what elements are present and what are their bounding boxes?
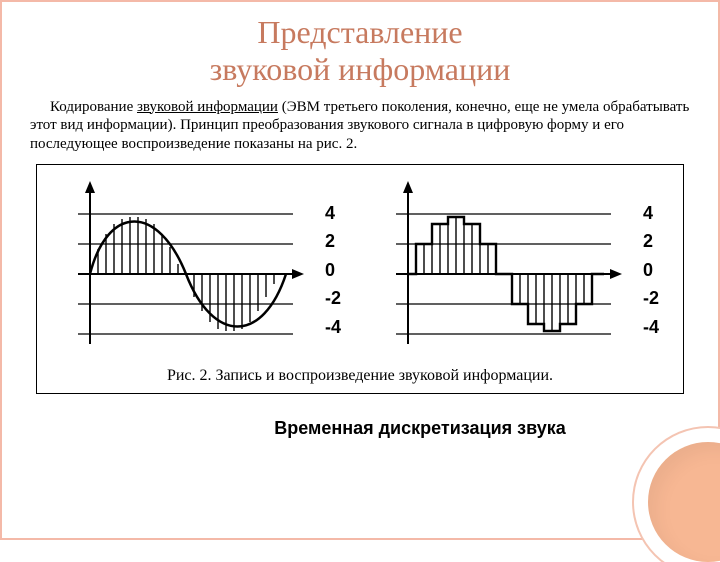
chart-right-plot	[375, 179, 637, 349]
charts-row: 4 2 0 -2 -4	[57, 179, 663, 349]
title-line-2: звуковой информации	[210, 51, 511, 87]
chart-left: 4 2 0 -2 -4	[57, 179, 345, 349]
figure-caption: Рис. 2. Запись и воспроизведение звуково…	[57, 367, 663, 385]
ylabel: -4	[325, 318, 345, 336]
ylabel: 4	[325, 204, 345, 222]
chart-right: 4 2 0 -2 -4	[375, 179, 663, 349]
title-line-1: Представление	[257, 14, 462, 50]
chart-left-ylabels: 4 2 0 -2 -4	[319, 179, 345, 349]
page-title: Представление звуковой информации	[2, 14, 718, 88]
accent-circle-icon	[648, 442, 720, 562]
ylabel: -4	[643, 318, 663, 336]
chart-right-ylabels: 4 2 0 -2 -4	[637, 179, 663, 349]
bottom-label: Временная дискретизация звука	[122, 418, 718, 439]
para-lead: Кодирование	[50, 99, 137, 115]
ylabel: 4	[643, 204, 663, 222]
figure-container: 4 2 0 -2 -4	[36, 164, 684, 394]
ylabel: -2	[325, 289, 345, 307]
ylabel: -2	[643, 289, 663, 307]
ylabel: 0	[325, 261, 345, 279]
ylabel: 2	[643, 232, 663, 250]
para-underlined: звуковой информации	[137, 99, 278, 115]
ylabel: 0	[643, 261, 663, 279]
chart-left-plot	[57, 179, 319, 349]
ylabel: 2	[325, 232, 345, 250]
intro-paragraph: Кодирование звуковой информации (ЭВМ тре…	[30, 98, 690, 154]
